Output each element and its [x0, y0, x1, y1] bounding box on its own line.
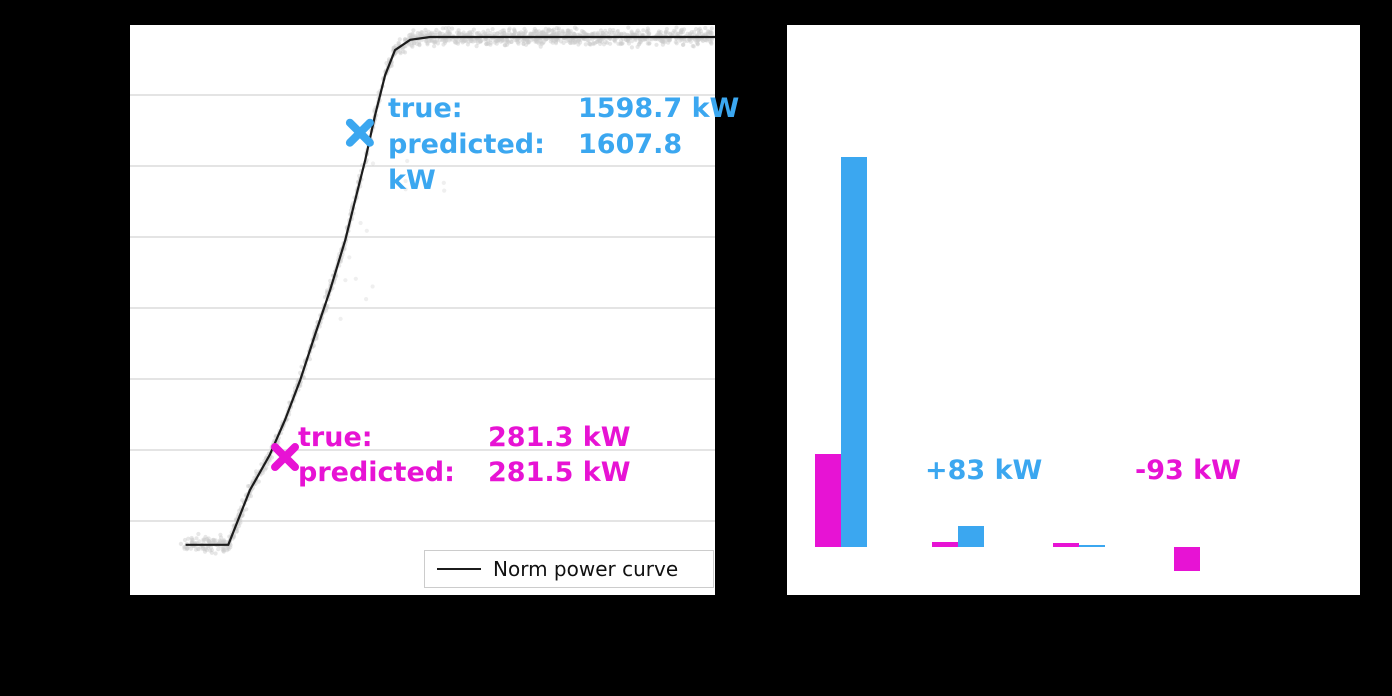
annotation-row: true: 281.3 kW	[298, 420, 631, 455]
gain-annotation: +83 kW	[925, 455, 1043, 486]
bar-low-case-4	[1174, 547, 1200, 571]
annotation-row: predicted: 1607.8	[388, 127, 739, 163]
legend-line-sample	[437, 568, 481, 570]
power-curve-panel: true: 1598.7 kW predicted: 1607.8 kW tru…	[130, 25, 739, 595]
unit-wrap: kW	[388, 165, 436, 196]
true-value: 281.3 kW	[488, 422, 631, 453]
low-point-marker	[271, 443, 300, 472]
predicted-label: predicted:	[388, 129, 545, 160]
predicted-value: 281.5 kW	[488, 457, 631, 488]
bar-high-case-2	[958, 526, 984, 548]
annotation-row: kW	[388, 163, 739, 199]
low-point-annotation: true: 281.3 kW predicted: 281.5 kW	[298, 420, 631, 490]
gridlines	[130, 94, 715, 522]
bar-high-case-3	[1079, 545, 1105, 548]
bar-chart-panel: +83 kW -93 kW	[787, 25, 1360, 595]
predicted-value: 1607.8	[578, 129, 683, 160]
bar-low-case-2	[932, 542, 958, 548]
legend-label: Norm power curve	[493, 557, 679, 581]
bar-series	[787, 25, 1360, 595]
norm-power-curve-line	[185, 35, 715, 546]
true-value: 1598.7 kW	[578, 93, 740, 124]
loss-annotation: -93 kW	[1135, 455, 1241, 486]
true-label: true:	[298, 422, 373, 453]
bar-low-case-3	[1053, 543, 1079, 548]
annotation-row: true: 1598.7 kW	[388, 91, 739, 127]
high-point-annotation: true: 1598.7 kW predicted: 1607.8 kW	[388, 91, 739, 199]
annotation-row: predicted: 281.5 kW	[298, 455, 631, 490]
legend: Norm power curve	[424, 550, 714, 588]
true-label: true:	[388, 93, 463, 124]
bar-low-case-1	[815, 453, 841, 548]
predicted-label: predicted:	[298, 457, 455, 488]
power-curve-plot	[130, 25, 715, 556]
bar-high-case-1	[841, 157, 867, 548]
high-point-marker	[345, 118, 374, 147]
